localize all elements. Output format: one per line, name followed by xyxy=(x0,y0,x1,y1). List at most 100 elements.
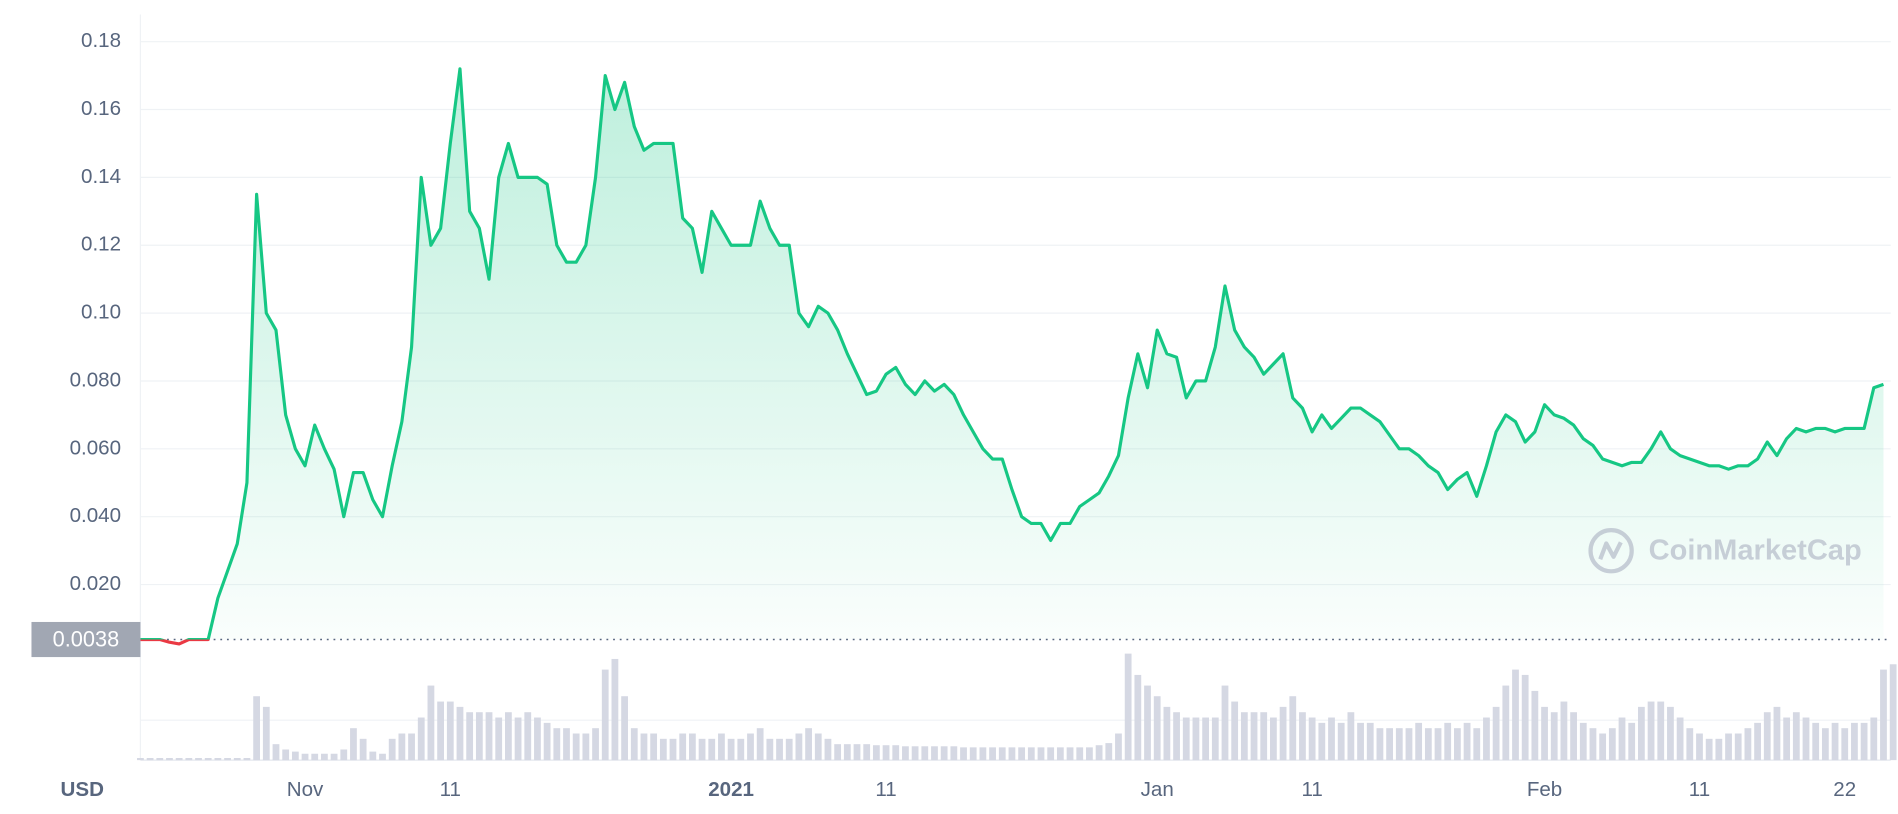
volume-bar xyxy=(1589,728,1597,761)
volume-bar xyxy=(1541,706,1548,761)
watermark: CoinMarketCap xyxy=(1588,528,1862,574)
volume-bar xyxy=(902,746,909,761)
volume-bar xyxy=(1405,728,1413,761)
volume-bar xyxy=(1763,712,1771,761)
volume-bar xyxy=(1773,706,1781,761)
x-tick-label: 11 xyxy=(1689,778,1710,801)
volume-bar xyxy=(911,746,919,761)
x-tick-label: 11 xyxy=(875,778,896,801)
volume-bar xyxy=(437,701,444,761)
volume-bar xyxy=(175,758,183,761)
volume-bar xyxy=(1570,712,1577,761)
y-tick-label: 0.10 xyxy=(81,301,121,324)
volume-bar xyxy=(1686,728,1694,761)
volume-bar xyxy=(214,758,222,761)
volume-bar xyxy=(659,738,667,761)
volume-bar xyxy=(340,749,348,761)
volume-bar xyxy=(146,758,154,761)
y-tick-label: 0.060 xyxy=(70,436,121,459)
volume-bar xyxy=(446,701,454,761)
volume-bar xyxy=(224,758,231,761)
volume-bar xyxy=(998,747,1006,761)
volume-bar xyxy=(1357,722,1364,761)
volume-bar xyxy=(805,728,812,761)
volume-bar xyxy=(1647,701,1655,761)
volume-bar xyxy=(1628,722,1636,761)
volume-bar xyxy=(408,733,415,761)
x-tick-label: Jan xyxy=(1141,778,1174,801)
volume-bar xyxy=(1531,690,1539,761)
volume-bar xyxy=(1366,722,1374,761)
volume-bar xyxy=(1705,738,1713,761)
volume-bar xyxy=(931,746,938,761)
volume-bar xyxy=(1144,685,1151,761)
volume-bar xyxy=(1696,733,1703,761)
volume-bar xyxy=(427,685,435,761)
volume-bar xyxy=(1579,722,1587,761)
watermark-logo-mark xyxy=(1598,541,1623,560)
volume-bar xyxy=(1802,717,1810,761)
price-area xyxy=(208,68,1884,640)
volume-bar xyxy=(1115,733,1122,761)
volume-bar xyxy=(1027,747,1035,761)
volume-bar xyxy=(282,749,290,761)
volume-bar xyxy=(688,733,696,761)
watermark-logo xyxy=(1588,528,1634,574)
baseline-label: 0.0038 xyxy=(53,626,120,651)
volume-bar xyxy=(853,744,861,761)
volume-bar xyxy=(766,738,774,761)
volume-bar xyxy=(863,744,871,761)
y-tick-label: 0.080 xyxy=(70,368,121,391)
volume-bar xyxy=(630,728,638,761)
volume-bar xyxy=(495,717,503,761)
volume-bar xyxy=(233,758,241,761)
volume-bar xyxy=(321,753,328,761)
volume-bar xyxy=(1250,712,1258,761)
volume-bar xyxy=(1192,717,1200,761)
volume-bar xyxy=(1792,712,1800,761)
volume-bar xyxy=(572,733,580,761)
volume-bar xyxy=(1502,685,1510,761)
volume-bar xyxy=(1086,747,1093,761)
volume-bar xyxy=(1889,664,1897,761)
x-tick-label: 2021 xyxy=(708,778,754,801)
volume-bar xyxy=(834,744,842,761)
volume-bar xyxy=(1473,728,1481,761)
volume-bar xyxy=(243,758,251,761)
volume-bar xyxy=(1231,701,1239,761)
volume-bar xyxy=(1279,706,1287,761)
volume-bar xyxy=(679,733,687,761)
volume-bar xyxy=(843,744,851,761)
volume-bar xyxy=(989,747,996,761)
volume-bar xyxy=(1444,722,1452,761)
volume-bar xyxy=(1105,743,1113,761)
labels: 0.020 0.040 0.060 0.080 0.10 0.12 0.14 0.16 0.18… xyxy=(31,29,1856,801)
volume-bar xyxy=(1831,722,1839,761)
volume-bar xyxy=(718,733,725,761)
volume-bar xyxy=(1744,728,1752,761)
y-tick-label: 0.12 xyxy=(81,233,121,256)
volume-bar xyxy=(698,738,706,761)
volume-bar xyxy=(795,733,803,761)
volume-bar xyxy=(1008,747,1016,761)
volume-bar xyxy=(1211,717,1219,761)
volume-bar xyxy=(359,738,367,761)
volume-bar xyxy=(505,712,512,761)
volume-bar xyxy=(553,728,561,761)
volume-bar xyxy=(1221,685,1229,761)
volume-bars xyxy=(137,653,1897,761)
volume-bar xyxy=(1037,747,1045,761)
volume-bar xyxy=(1337,722,1345,761)
volume-bar xyxy=(785,738,793,761)
y-tick-label: 0.040 xyxy=(70,504,121,527)
y-tick-label: 0.14 xyxy=(81,165,121,188)
volume-bar xyxy=(1347,712,1355,761)
volume-bar xyxy=(824,738,832,761)
volume-bar xyxy=(1424,728,1432,761)
grid xyxy=(139,14,1891,761)
volume-bar xyxy=(737,738,745,761)
volume-bar xyxy=(534,717,541,761)
volume-bar xyxy=(921,746,929,761)
volume-bar xyxy=(1512,669,1519,761)
volume-bar xyxy=(872,745,880,761)
